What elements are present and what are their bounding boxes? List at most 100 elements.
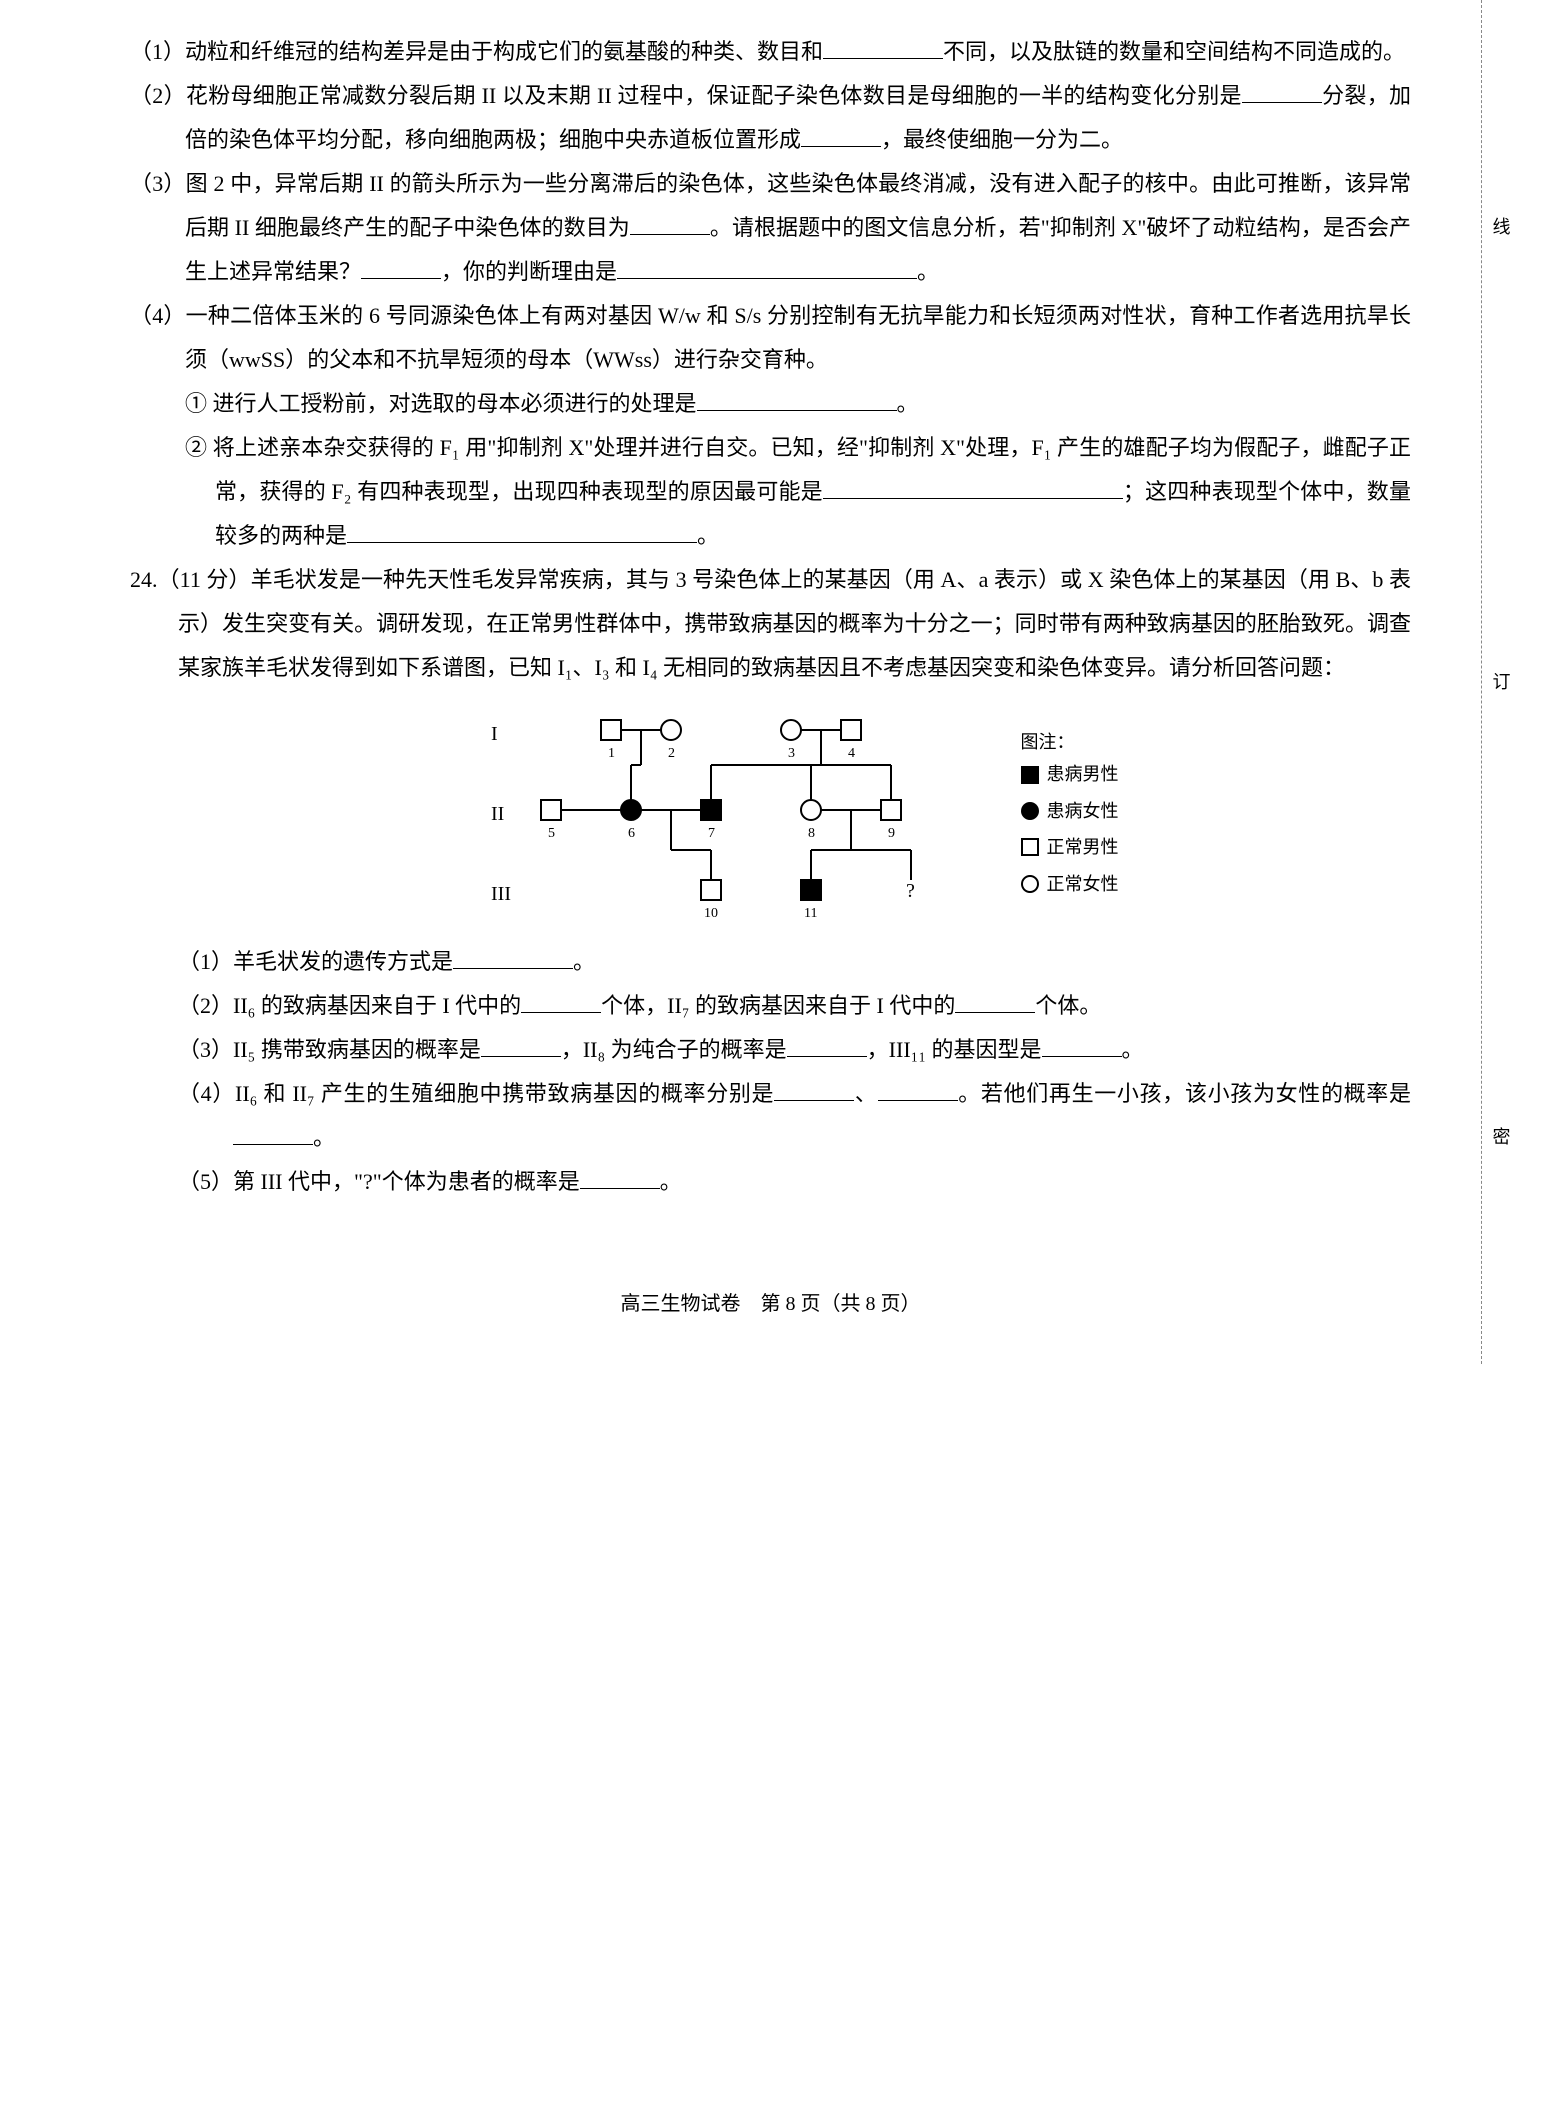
blank (233, 1119, 313, 1145)
blank (955, 987, 1035, 1013)
item-num: （3） (178, 1037, 233, 1062)
text: ，你的判断理由是 (441, 259, 617, 284)
blank (521, 987, 601, 1013)
legend-label: 正常男性 (1047, 831, 1119, 863)
svg-text:I: I (491, 723, 498, 745)
item-num: （4） (130, 303, 186, 328)
blank (697, 385, 897, 411)
legend-item: 患病女性 (1021, 795, 1119, 827)
legend-label: 患病男性 (1047, 758, 1119, 790)
blank (617, 253, 917, 279)
svg-text:6: 6 (628, 826, 635, 841)
text: 。若他们再生一小孩，该小孩为女性的概率是 (958, 1081, 1411, 1106)
side-marker: 密 (1493, 1119, 1511, 1155)
blank (630, 209, 710, 235)
circle-filled-icon (1021, 802, 1039, 820)
item-num: （2） (130, 83, 186, 108)
blank (580, 1163, 660, 1189)
item-num: （2） (178, 993, 233, 1018)
svg-text:4: 4 (848, 746, 855, 761)
text: 花粉母细胞正常减数分裂后期 II 以及末期 II 过程中，保证配子染色体数目是母… (186, 83, 1242, 108)
square-filled-icon (1021, 766, 1039, 784)
blank (787, 1031, 867, 1057)
text: II₆ 和 II₇ 产生的生殖细胞中携带致病基因的概率分别是 (235, 1081, 774, 1106)
item-num: （1） (178, 949, 233, 974)
circle-empty-icon (1021, 875, 1039, 893)
legend-item: 正常男性 (1021, 831, 1119, 863)
legend-label: 患病女性 (1047, 795, 1119, 827)
svg-text:3: 3 (788, 746, 795, 761)
text: 第 III 代中，"?"个体为患者的概率是 (233, 1169, 580, 1194)
q23-item-4-sub1: ① 进行人工授粉前，对选取的母本必须进行的处理是 。 (130, 382, 1411, 426)
q24-intro: 24.（11 分）羊毛状发是一种先天性毛发异常疾病，其与 3 号染色体上的某基因… (130, 558, 1411, 690)
legend: 图注： 患病男性 患病女性 正常男性 正常女性 (1021, 726, 1119, 904)
blank (453, 943, 573, 969)
text: II₅ 携带致病基因的概率是 (233, 1037, 481, 1062)
blank (1242, 77, 1322, 103)
text: 。 (697, 523, 719, 548)
text: 。 (573, 949, 595, 974)
q24-item-5: （5）第 III 代中，"?"个体为患者的概率是 。 (178, 1160, 1411, 1204)
q23-item-4: （4）一种二倍体玉米的 6 号同源染色体上有两对基因 W/w 和 S/s 分别控… (130, 294, 1411, 382)
blank (1042, 1031, 1122, 1057)
text: 、 (854, 1081, 877, 1106)
q24-item-3: （3）II₅ 携带致病基因的概率是 ，II₈ 为纯合子的概率是 ，III₁₁ 的基因… (178, 1028, 1411, 1072)
svg-text:?: ? (906, 880, 915, 902)
text: 不同，以及肽链的数量和空间结构不同造成的。 (943, 39, 1405, 64)
text: 。 (660, 1169, 682, 1194)
text: ，II₈ 为纯合子的概率是 (561, 1037, 787, 1062)
svg-text:9: 9 (888, 826, 895, 841)
text: 个体。 (1035, 993, 1101, 1018)
text: ① 进行人工授粉前，对选取的母本必须进行的处理是 (185, 391, 697, 416)
text: 个体，II₇ 的致病基因来自于 I 代中的 (601, 993, 955, 1018)
text: 羊毛状发的遗传方式是 (233, 949, 453, 974)
text: 。 (917, 259, 939, 284)
q24-item-2: （2）II₆ 的致病基因来自于 I 代中的 个体，II₇ 的致病基因来自于 I 代… (178, 984, 1411, 1028)
svg-text:8: 8 (808, 826, 815, 841)
legend-label: 正常女性 (1047, 868, 1119, 900)
svg-text:11: 11 (804, 906, 817, 921)
text: 动粒和纤维冠的结构差异是由于构成它们的氨基酸的种类、数目和 (185, 39, 823, 64)
text: 羊毛状发是一种先天性毛发异常疾病，其与 3 号染色体上的某基因（用 A、a 表示… (178, 567, 1411, 680)
q23-item-1: （1）动粒和纤维冠的结构差异是由于构成它们的氨基酸的种类、数目和 不同，以及肽链的… (130, 30, 1411, 74)
legend-item: 患病男性 (1021, 758, 1119, 790)
svg-text:III: III (491, 883, 511, 905)
item-num: （1） (130, 39, 185, 64)
text: 。 (313, 1125, 335, 1150)
text: 。 (897, 391, 919, 416)
svg-text:5: 5 (548, 826, 555, 841)
item-num: （5） (178, 1169, 233, 1194)
text: II₆ 的致病基因来自于 I 代中的 (233, 993, 521, 1018)
svg-text:1: 1 (608, 746, 615, 761)
legend-item: 正常女性 (1021, 868, 1119, 900)
blank (347, 517, 697, 543)
svg-text:2: 2 (668, 746, 675, 761)
svg-text:II: II (491, 803, 504, 825)
q23-item-4-sub2: ② 将上述亲本杂交获得的 F₁ 用"抑制剂 X"处理并进行自交。已知，经"抑制剂… (130, 426, 1411, 558)
text: 一种二倍体玉米的 6 号同源染色体上有两对基因 W/w 和 S/s 分别控制有无… (185, 303, 1411, 372)
side-marker: 线 (1493, 209, 1511, 245)
q-points: （11 分） (158, 567, 251, 592)
legend-title: 图注： (1021, 726, 1119, 758)
svg-text:7: 7 (708, 826, 715, 841)
pedigree-svg: I II III 1 2 3 4 5 6 7 8 (471, 705, 971, 925)
q23-item-3: （3）图 2 中，异常后期 II 的箭头所示为一些分离滞后的染色体，这些染色体最… (130, 162, 1411, 294)
svg-text:10: 10 (704, 906, 718, 921)
blank (361, 253, 441, 279)
q24-item-1: （1）羊毛状发的遗传方式是 。 (178, 940, 1411, 984)
pedigree-chart: I II III 1 2 3 4 5 6 7 8 (130, 705, 1411, 925)
blank (823, 33, 943, 59)
blank (774, 1075, 854, 1101)
side-marker: 订 (1493, 664, 1511, 700)
q24-item-4: （4）II₆ 和 II₇ 产生的生殖细胞中携带致病基因的概率分别是 、 。若他们再生… (178, 1072, 1411, 1160)
blank (801, 121, 881, 147)
item-num: （3） (130, 171, 186, 196)
text: 。 (1122, 1037, 1144, 1062)
blank (823, 473, 1123, 499)
page-footer: 高三生物试卷 第 8 页（共 8 页） (130, 1284, 1411, 1324)
q-num: 24. (130, 567, 158, 592)
square-empty-icon (1021, 838, 1039, 856)
blank (481, 1031, 561, 1057)
text: ，III₁₁ 的基因型是 (867, 1037, 1042, 1062)
item-num: （4） (178, 1081, 235, 1106)
